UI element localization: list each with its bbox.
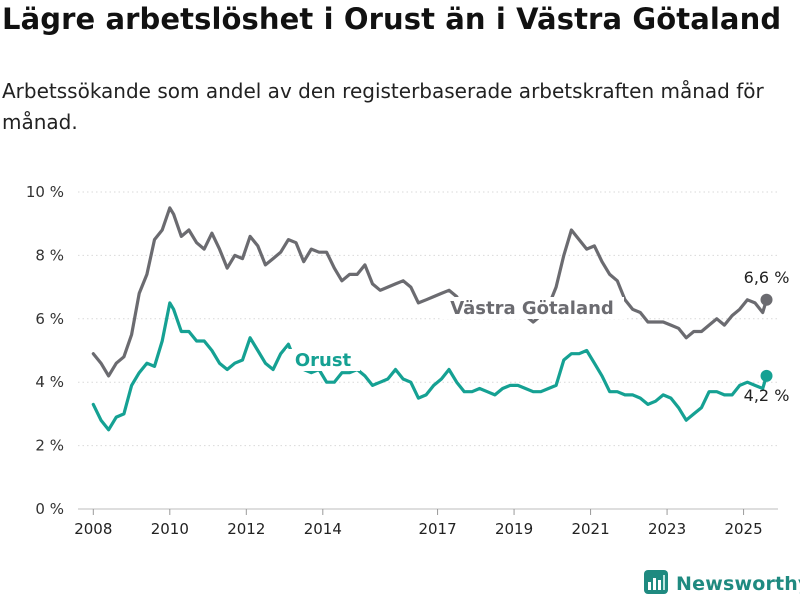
series-labels: Västra Götaland Orust: [286, 297, 624, 371]
series-lines: [91, 206, 769, 432]
newsworthy-brand[interactable]: Newsworthy: [644, 569, 800, 599]
x-tick-label: 2012: [227, 520, 265, 538]
x-tick-label: 2017: [418, 520, 456, 538]
y-axis-tick-labels: 0 % 2 % 4 % 6 % 8 % 10 %: [26, 183, 64, 518]
x-tick-label: 2023: [648, 520, 686, 538]
gridlines: [78, 191, 778, 510]
y-tick-label: 2 %: [35, 437, 64, 455]
bar-chart-logo-icon: [644, 570, 668, 598]
end-value-label: 6,6 %: [744, 268, 790, 287]
x-axis: 2008 2010 2012 2014 2017 2019 2021 2023 2025: [74, 509, 763, 538]
series-label-background: [286, 349, 360, 371]
x-tick-label: 2010: [151, 520, 189, 538]
end-value-label: 4,2 %: [744, 386, 790, 405]
x-tick-label: 2014: [304, 520, 342, 538]
series-line: [91, 206, 769, 378]
series-label: Orust: [295, 350, 352, 371]
x-tick-label: 2021: [571, 520, 609, 538]
brand-name: Newsworthy: [676, 573, 800, 595]
x-tick-label: 2008: [74, 520, 112, 538]
chart-subtitle: Arbetssökande som andel av den registerb…: [2, 79, 764, 134]
series-label-background: [440, 297, 624, 319]
end-point-marker: [760, 293, 773, 306]
chart-title: Lägre arbetslöshet i Orust än i Västra G…: [2, 2, 782, 36]
end-point-marker: [760, 369, 773, 382]
series-line: [91, 301, 769, 432]
x-tick-label: 2019: [495, 520, 533, 538]
y-tick-label: 0 %: [35, 500, 64, 518]
series-label: Västra Götaland: [450, 298, 614, 319]
y-tick-label: 10 %: [26, 183, 64, 201]
x-tick-label: 2025: [724, 520, 762, 538]
y-tick-label: 6 %: [35, 310, 64, 328]
y-tick-label: 8 %: [35, 246, 64, 264]
y-tick-label: 4 %: [35, 373, 64, 391]
end-markers: 6,6 % 4,2 %: [744, 268, 790, 405]
